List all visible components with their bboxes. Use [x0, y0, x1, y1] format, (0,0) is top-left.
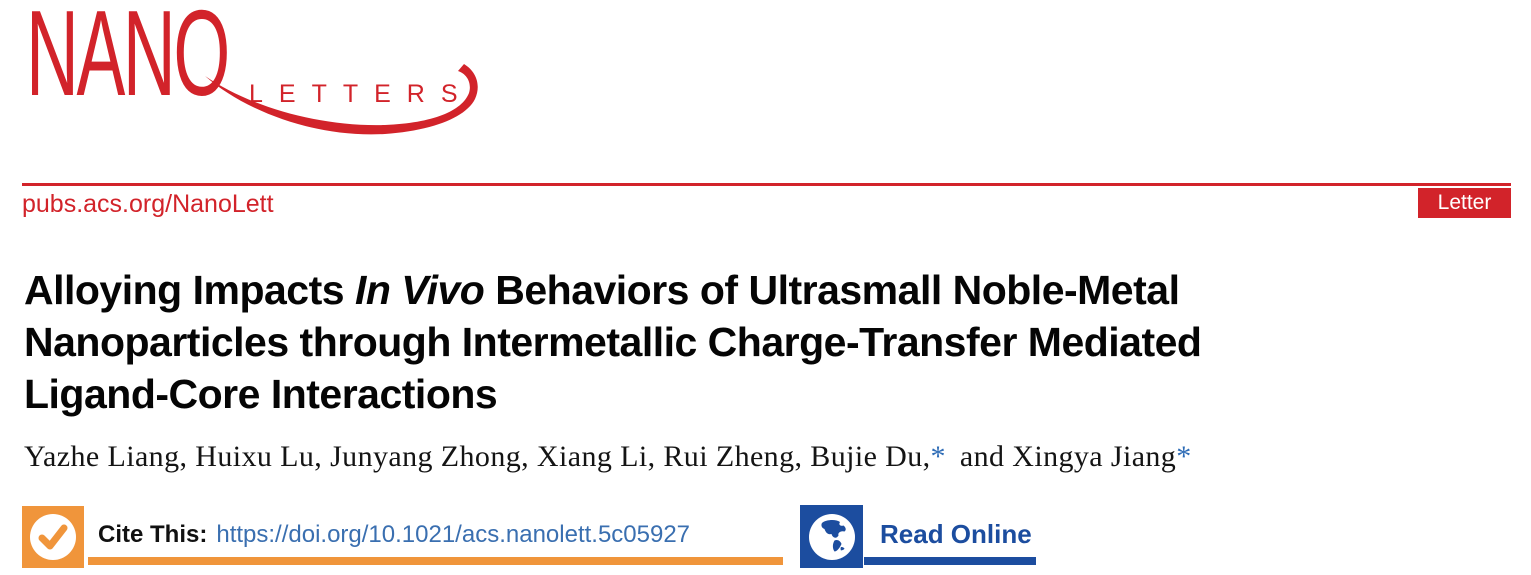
- title-line-1-pre: Alloying Impacts: [24, 267, 355, 313]
- title-line-1-post: Behaviors of Ultrasmall Noble-Metal: [484, 267, 1180, 313]
- header-rule: [22, 183, 1511, 186]
- title-line-3: Ligand-Core Interactions: [24, 371, 498, 417]
- title-line-2: Nanoparticles through Intermetallic Char…: [24, 319, 1202, 365]
- read-online-underline-bar: [864, 557, 1036, 565]
- cite-this-chip[interactable]: [22, 506, 84, 568]
- corresponding-author-asterisk-2: *: [1176, 440, 1192, 473]
- globe-icon: [808, 513, 855, 560]
- cite-underline-bar: [88, 557, 783, 565]
- journal-logo-primary: NANO: [26, 0, 230, 121]
- journal-logo-secondary: LETTERS: [249, 80, 474, 108]
- title-line-1-italic: In Vivo: [354, 267, 485, 313]
- journal-url-link[interactable]: pubs.acs.org/NanoLett: [22, 190, 274, 218]
- read-online-chip[interactable]: [800, 505, 863, 568]
- corresponding-author-asterisk-1: *: [930, 440, 946, 473]
- article-type-badge: Letter: [1418, 188, 1511, 218]
- title-line-1: Alloying Impacts In Vivo Behaviors of Ul…: [24, 264, 1504, 316]
- authors-line: Yazhe Liang, Huixu Lu, Junyang Zhong, Xi…: [24, 440, 1504, 474]
- logo-swoosh-icon: [205, 64, 478, 135]
- cite-this-row: Cite This: https://doi.org/10.1021/acs.na…: [98, 521, 690, 549]
- cite-this-label: Cite This:: [98, 521, 208, 548]
- authors-group-2: and Xingya Jiang: [951, 440, 1177, 473]
- checkmark-icon: [30, 514, 76, 560]
- article-title: Alloying Impacts In Vivo Behaviors of Ul…: [24, 264, 1504, 420]
- authors-group-1: Yazhe Liang, Huixu Lu, Junyang Zhong, Xi…: [24, 440, 931, 473]
- read-online-link[interactable]: Read Online: [880, 519, 1032, 549]
- doi-link[interactable]: https://doi.org/10.1021/acs.nanolett.5c0…: [216, 521, 691, 548]
